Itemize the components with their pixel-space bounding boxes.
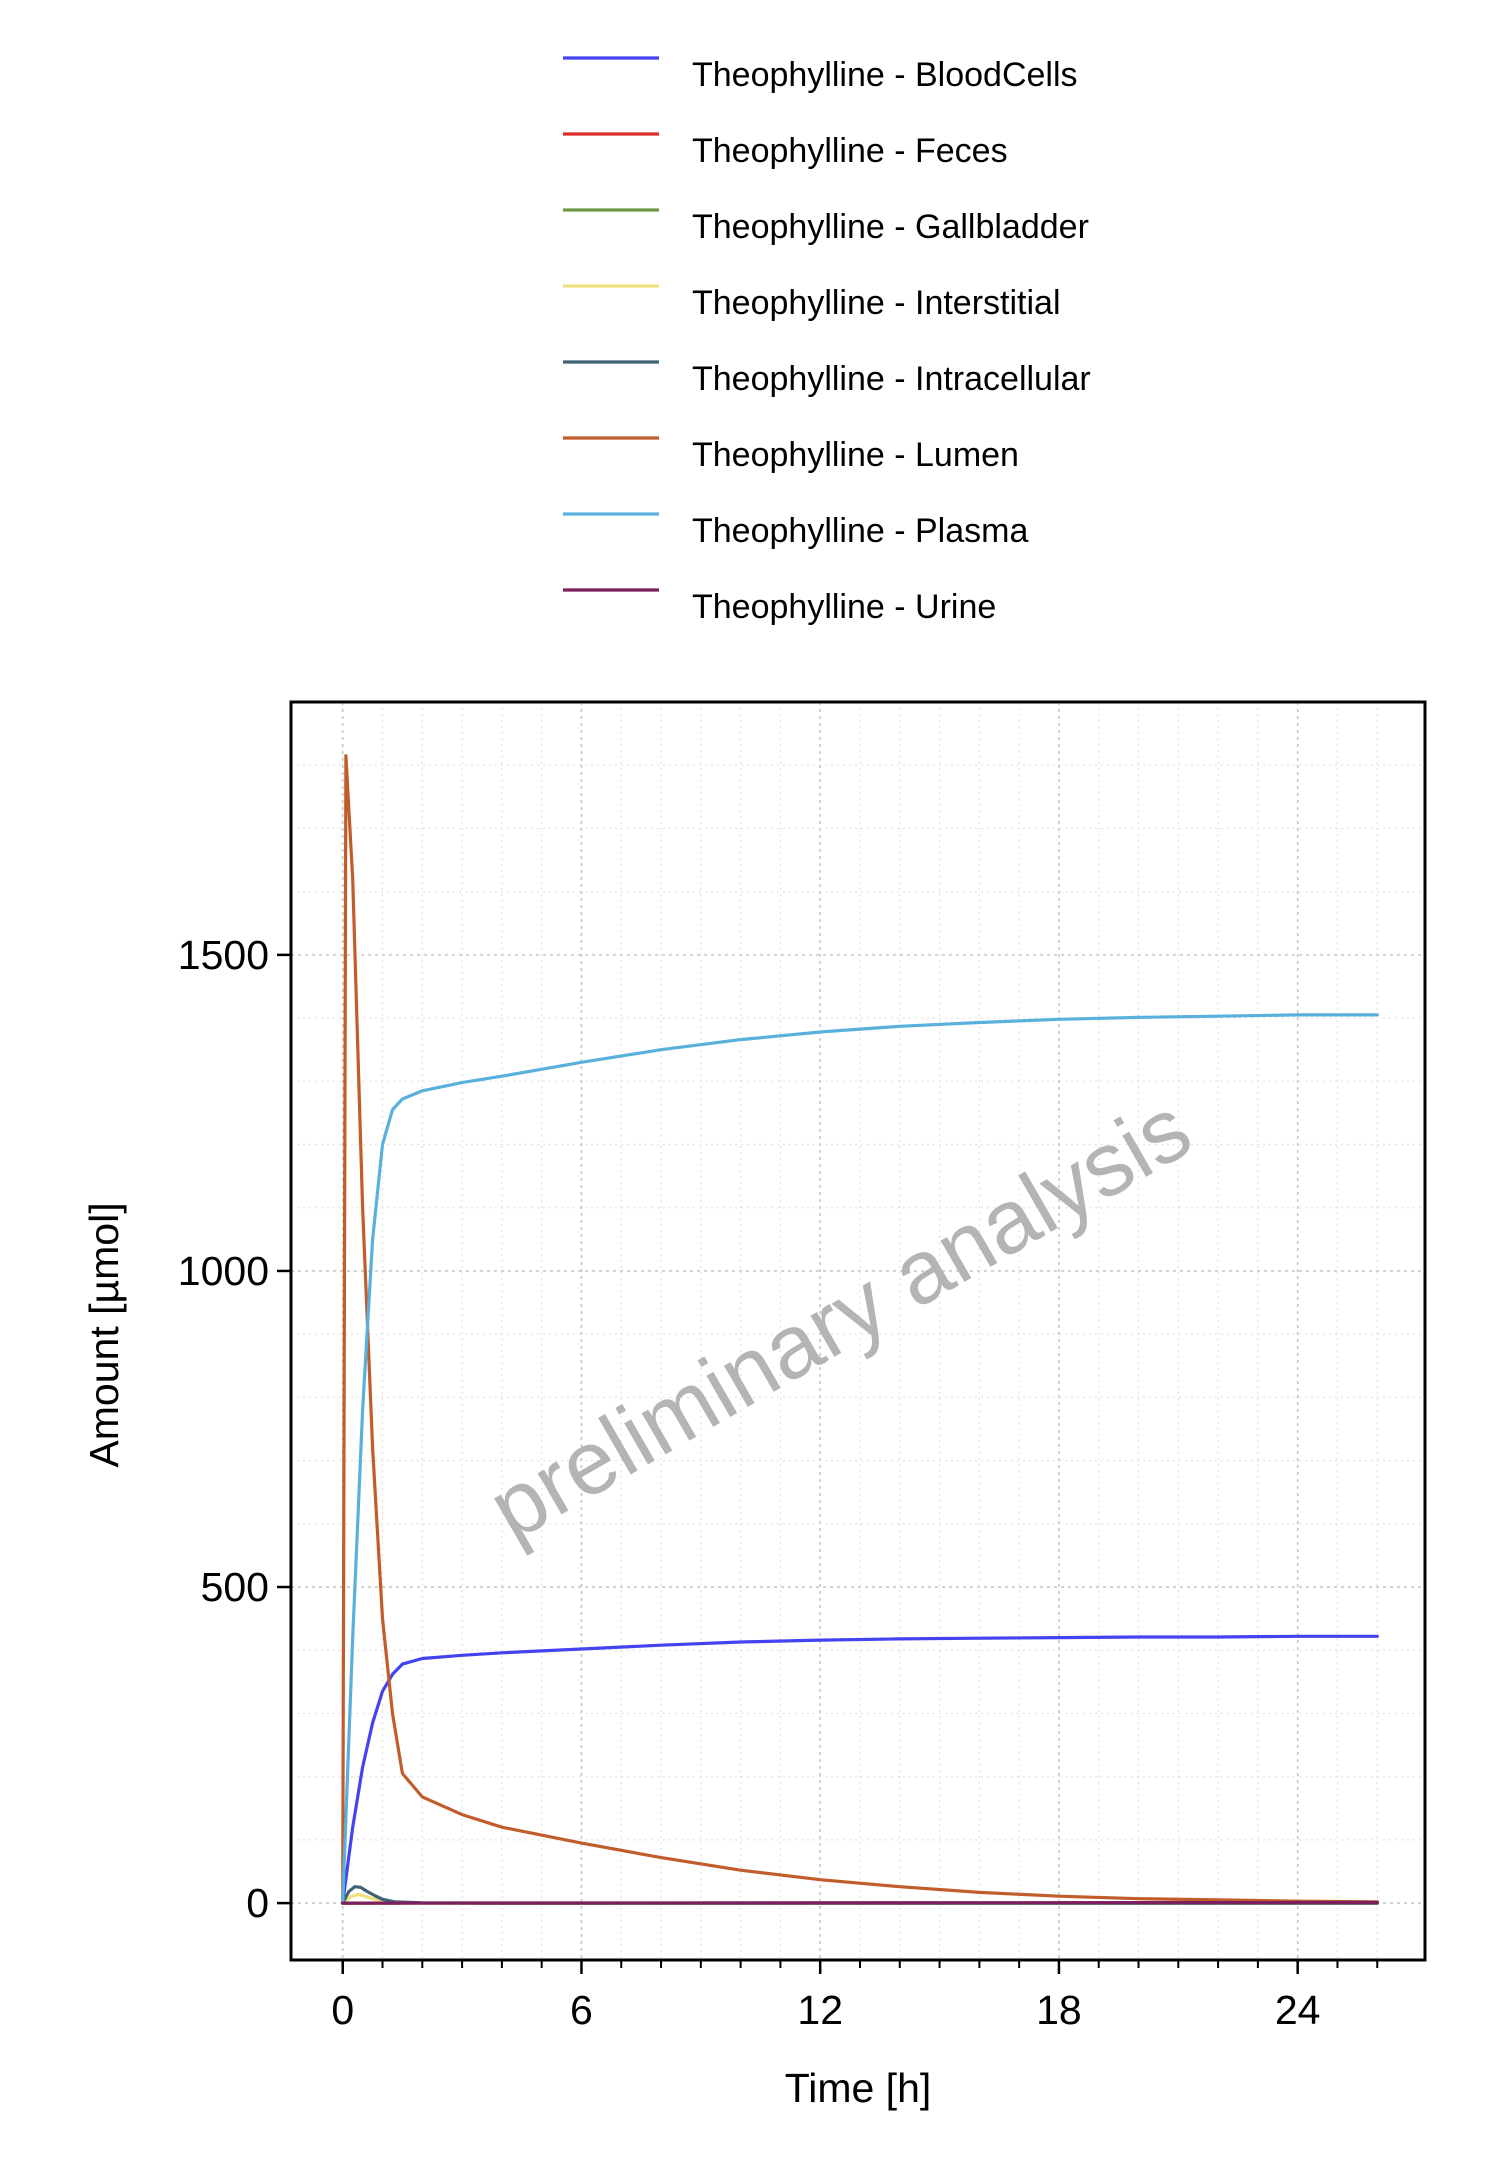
series-line-bloodcells [341, 1634, 1379, 1905]
plot-border [289, 700, 1427, 1962]
y-tick-label: 500 [201, 1564, 269, 1610]
y-tick-label: 1500 [178, 932, 269, 978]
x-tick-label: 6 [570, 1987, 593, 2033]
y-axis: 0 500 1000 1500 [178, 932, 291, 1926]
x-axis-title: Time [h] [785, 2065, 932, 2111]
series-lines [341, 754, 1379, 1905]
series-line-urine [341, 1900, 1379, 1905]
legend-label-plasma: Theophylline - Plasma [692, 512, 1028, 550]
y-tick-label: 1000 [178, 1248, 269, 1294]
legend-label-bloodcells: Theophylline - BloodCells [692, 56, 1078, 94]
legend-label-feces: Theophylline - Feces [692, 132, 1008, 170]
x-tick-label: 0 [331, 1987, 354, 2033]
legend-label-lumen: Theophylline - Lumen [692, 436, 1019, 474]
y-axis-title: Amount [µmol] [81, 1202, 127, 1467]
legend: Theophylline - BloodCells Theophylline - … [563, 56, 1091, 626]
x-tick-label: 12 [797, 1987, 843, 2033]
x-tick-label: 18 [1036, 1987, 1082, 2033]
legend-label-gallbladder: Theophylline - Gallbladder [692, 208, 1089, 246]
x-tick-label: 24 [1275, 1987, 1321, 2033]
y-tick-label: 0 [246, 1880, 269, 1926]
legend-label-interstitial: Theophylline - Interstitial [692, 284, 1061, 322]
series-line-plasma [341, 1013, 1379, 1905]
x-axis: 0 6 12 18 24 [331, 1960, 1379, 2033]
legend-label-urine: Theophylline - Urine [692, 588, 996, 626]
legend-label-intracellular: Theophylline - Intracellular [692, 360, 1091, 398]
